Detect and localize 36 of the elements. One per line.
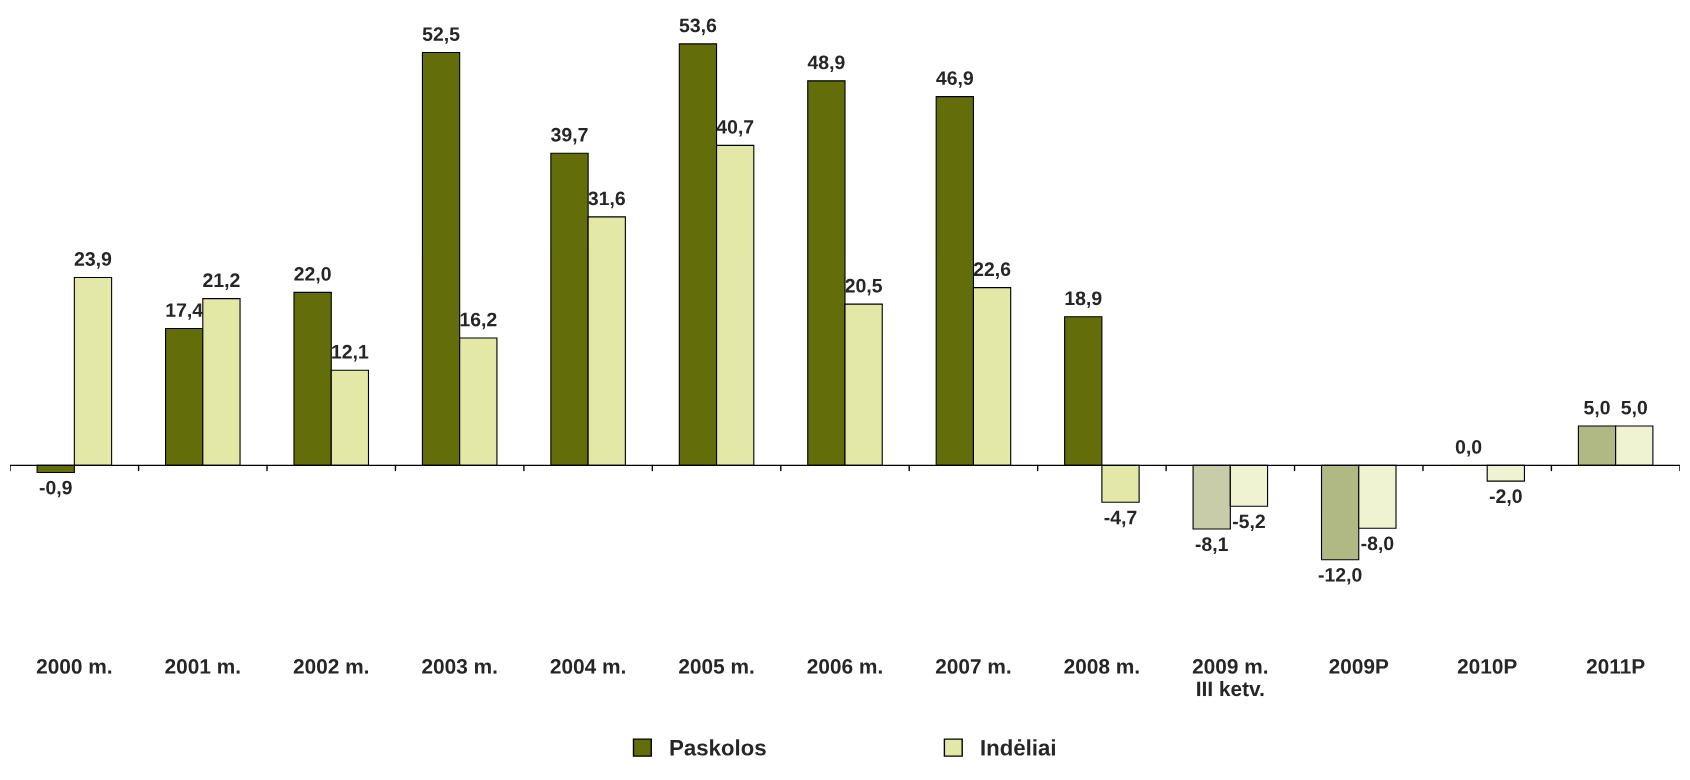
x-tick-label: 2000 m.	[36, 659, 112, 674]
data-label: 12,1	[332, 344, 369, 362]
x-tick-label: 2011P	[1586, 659, 1645, 674]
x-tick-label: 2007 m.	[935, 659, 1011, 674]
data-label: -12,0	[1318, 567, 1362, 585]
data-label: 52,5	[422, 27, 460, 44]
legend-label: Indėliai	[981, 739, 1055, 756]
data-label: 16,2	[460, 312, 497, 330]
data-label: 39,7	[551, 127, 588, 145]
data-label: 5,0	[1621, 400, 1647, 418]
x-tick-label: 2002 m.	[293, 659, 369, 674]
data-label: -4,7	[1104, 510, 1137, 528]
data-label: -8,1	[1195, 537, 1228, 554]
x-tick-label: 2006 m.	[807, 659, 882, 674]
legend-label: Paskolos	[670, 739, 766, 756]
data-label: 0,0	[1455, 440, 1482, 457]
data-label: 53,6	[679, 18, 717, 36]
x-tick-label: 2003 m.	[422, 659, 497, 674]
x-tick-label: 2010P	[1457, 659, 1517, 674]
data-label: 18,9	[1065, 291, 1102, 308]
data-label: -0,9	[39, 480, 72, 498]
x-tick-label: 2001 m.	[165, 659, 240, 674]
data-label: 46,9	[936, 71, 974, 88]
x-tick-label: 2009 m. III ketv.	[1192, 659, 1268, 697]
x-tick-label: 2004 m.	[550, 659, 625, 674]
data-label: 48,9	[807, 55, 845, 73]
data-label: 21,2	[203, 273, 240, 290]
x-tick-label: 2008 m.	[1064, 659, 1139, 674]
data-label: -8,0	[1361, 536, 1394, 554]
x-tick-label: 2005 m.	[679, 659, 754, 674]
data-label: -2,0	[1489, 489, 1522, 506]
data-label: 23,9	[74, 252, 112, 269]
x-tick-label: 2009P	[1329, 659, 1389, 674]
data-label: -5,2	[1232, 514, 1265, 532]
data-label: 5,0	[1584, 400, 1610, 418]
data-label: 22,0	[294, 267, 331, 284]
